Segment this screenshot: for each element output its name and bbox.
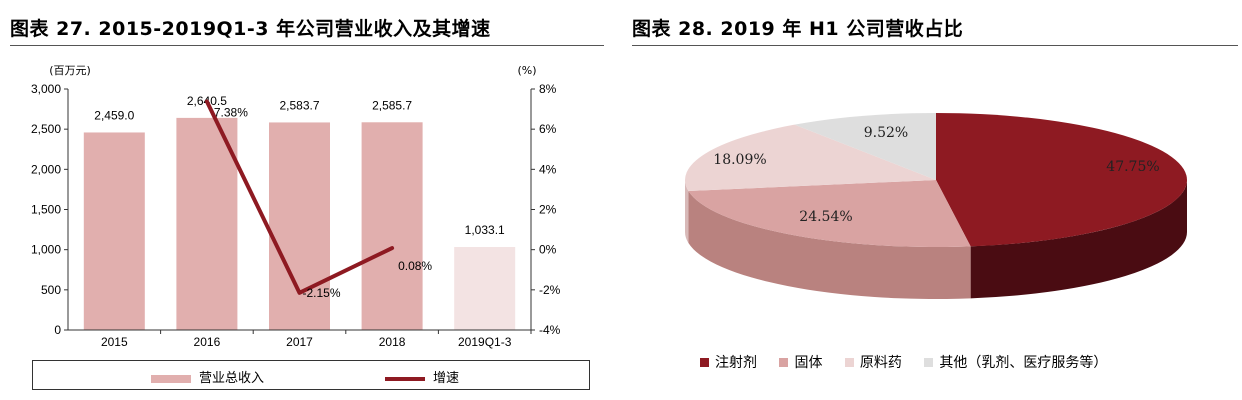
x-axis-tick-label: 2019Q1-3 xyxy=(458,335,512,349)
right-axis-tick-label: 2% xyxy=(539,203,557,217)
left-title-rule xyxy=(10,45,604,46)
pie-legend-label: 原料药 xyxy=(859,355,902,371)
revenue-bar xyxy=(361,122,423,330)
pie-slice-label: 18.09% xyxy=(713,152,766,168)
pie-legend-label: 其他（乳剂、医疗服务等） xyxy=(939,355,1108,371)
pie-legend-item-other: 其他（乳剂、医疗服务等） xyxy=(924,352,1107,372)
legend-item-growth: 增速 xyxy=(385,367,459,386)
pie-slice xyxy=(936,113,1187,247)
pie-slice-side-wall xyxy=(685,180,689,244)
pie-legend-swatch xyxy=(779,357,789,367)
pie-legend-swatch xyxy=(844,357,854,367)
x-axis-tick-label: 2016 xyxy=(194,335,221,349)
right-axis-tick-label: 0% xyxy=(539,243,557,257)
legend-swatch-growth xyxy=(385,376,425,381)
pie-chart-legend: 注射剂 固体 原料药 其他（乳剂、医疗服务等） xyxy=(700,352,1125,372)
x-axis-tick-label: 2017 xyxy=(286,335,313,349)
left-axis-tick-label: 1,500 xyxy=(31,203,61,217)
revenue-bar-label: 2,459.0 xyxy=(94,108,134,122)
left-axis-tick-label: 0 xyxy=(54,323,61,337)
revenue-bar xyxy=(454,247,516,330)
pie-slice-label: 47.75% xyxy=(1106,159,1159,175)
revenue-bar xyxy=(269,122,330,330)
left-axis-tick-label: 1,000 xyxy=(31,243,61,257)
pie-slice-label: 24.54% xyxy=(799,209,852,225)
pie-legend-label: 固体 xyxy=(794,355,823,371)
right-axis-tick-label: -4% xyxy=(539,323,561,337)
pie-legend-item-api: 原料药 xyxy=(844,352,902,372)
left-chart-title: 图表 27. 2015-2019Q1-3 年公司营业收入及其增速 xyxy=(10,18,491,40)
right-axis-tick-label: 4% xyxy=(539,162,557,176)
revenue-bar-line-chart: (百万元) (%) 0 500 1,000 1,500 2,000 2,500 3,000 -4%… xyxy=(31,64,561,349)
revenue-bar-label: 2,583.7 xyxy=(279,98,319,112)
left-axis-tick-label: 2,000 xyxy=(31,162,61,176)
legend-label-growth: 增速 xyxy=(433,371,460,386)
growth-rate-label: 7.38% xyxy=(214,105,248,119)
pie-legend-item-solid: 固体 xyxy=(779,352,822,372)
right-axis-tick-label: -2% xyxy=(539,283,561,297)
x-axis-tick-label: 2018 xyxy=(379,335,406,349)
growth-rate-label: -2.15% xyxy=(302,286,340,300)
growth-rate-label: 0.08% xyxy=(398,259,432,273)
pie-slice-label: 9.52% xyxy=(864,125,908,141)
pie-slice xyxy=(685,124,936,192)
legend-item-revenue: 营业总收入 xyxy=(151,367,264,386)
right-axis-tick-label: 6% xyxy=(539,122,557,136)
right-axis-tick-label: 8% xyxy=(539,82,557,96)
revenue-bar xyxy=(176,117,238,330)
left-axis-unit: (百万元) xyxy=(49,64,91,77)
pie-slice xyxy=(794,113,936,180)
growth-rate-line xyxy=(204,99,395,295)
pie-legend-swatch xyxy=(924,357,934,367)
pie-legend-swatch xyxy=(700,357,709,367)
left-axis-tick-label: 3,000 xyxy=(31,82,61,96)
right-title-rule xyxy=(632,45,1238,46)
pie-slice xyxy=(688,180,971,247)
pie-slice-side-wall xyxy=(688,191,971,300)
left-axis-tick-label: 2,500 xyxy=(31,122,61,136)
right-chart-title: 图表 28. 2019 年 H1 公司营收占比 xyxy=(632,18,964,40)
left-axis-tick-label: 500 xyxy=(41,283,61,297)
pie-slice-side-wall xyxy=(970,180,1187,299)
revenue-bar-label: 1,033.1 xyxy=(465,223,505,237)
revenue-bar xyxy=(83,132,145,330)
legend-label-revenue: 营业总收入 xyxy=(199,371,265,386)
pie-legend-item-injection: 注射剂 xyxy=(700,352,757,372)
x-axis-tick-label: 2015 xyxy=(101,335,128,349)
pie-legend-label: 注射剂 xyxy=(715,355,757,371)
bar-chart-legend: 营业总收入 增速 xyxy=(32,360,590,390)
right-axis-unit: (%) xyxy=(517,64,536,77)
revenue-bar-label: 2,585.7 xyxy=(372,98,412,112)
legend-swatch-revenue xyxy=(151,374,191,383)
